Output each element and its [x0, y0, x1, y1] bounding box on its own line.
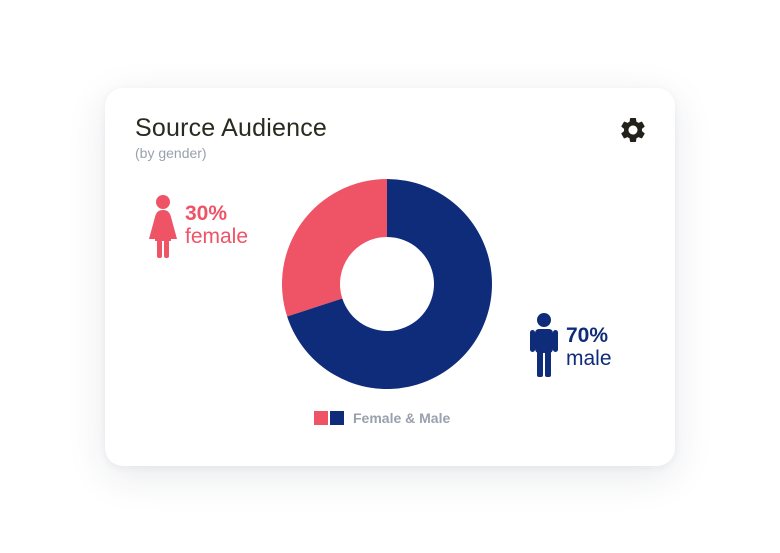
female-stat: 30% female — [149, 193, 248, 259]
donut-slice-female — [282, 179, 387, 317]
male-person-icon — [530, 313, 558, 377]
female-person-icon — [149, 195, 177, 258]
legend-swatch-male — [330, 411, 344, 425]
male-stat: 70% male — [530, 312, 612, 378]
female-stat-text: 30% female — [185, 203, 248, 249]
male-label: male — [566, 347, 612, 370]
gear-icon[interactable] — [618, 115, 648, 145]
donut-slices — [282, 179, 492, 389]
female-percent: 30% — [185, 202, 228, 225]
legend-label: Female & Male — [353, 410, 451, 426]
male-percent: 70% — [566, 324, 609, 347]
card-subtitle: (by gender) — [135, 145, 207, 161]
source-audience-card: Source Audience (by gender) 30% female — [105, 88, 675, 466]
male-stat-text: 70% male — [566, 325, 612, 371]
donut-slice-male — [287, 179, 492, 389]
card-title: Source Audience — [135, 114, 328, 142]
donut-chart — [282, 179, 492, 389]
legend-swatch-female — [314, 411, 328, 425]
female-label: female — [185, 225, 249, 248]
chart-legend: Female & Male — [314, 410, 450, 426]
